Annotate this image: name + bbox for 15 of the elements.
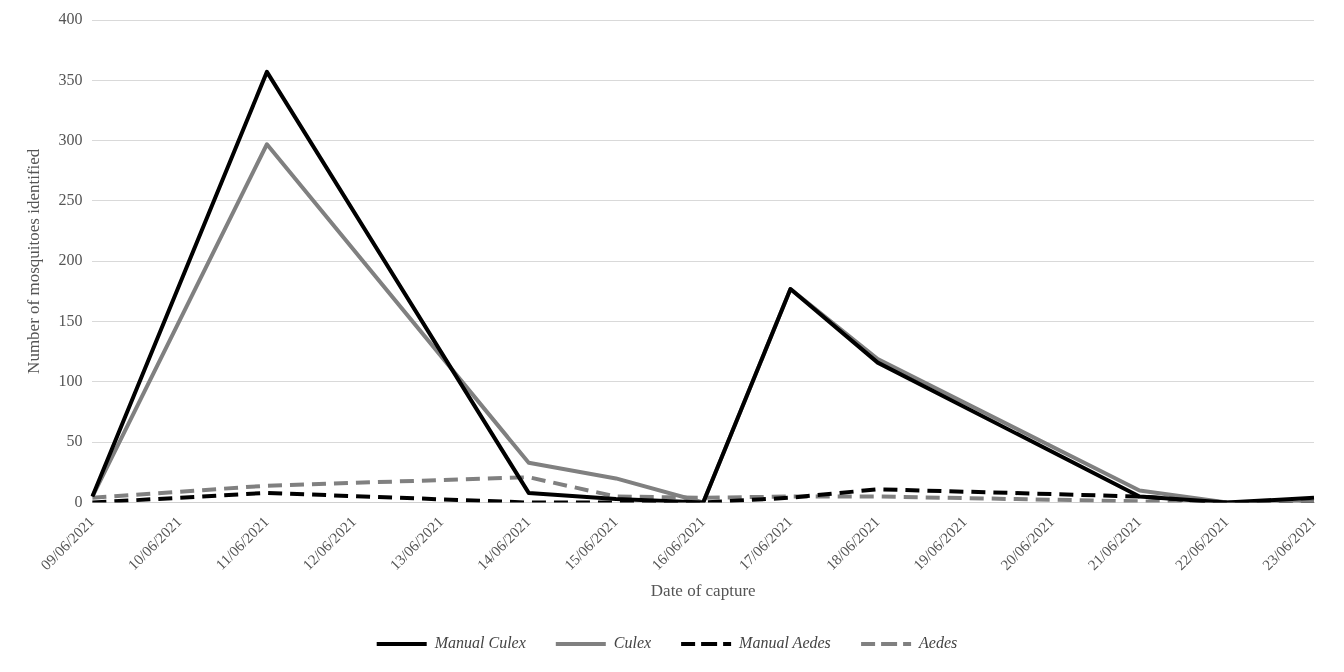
legend-label: Manual Aedes <box>738 634 831 652</box>
y-tick-label: 400 <box>58 10 83 28</box>
y-axis-title: Number of mosquitoes identified <box>23 148 43 374</box>
y-tick-label: 250 <box>58 191 83 209</box>
legend-label: Culex <box>613 634 652 652</box>
legend-label: Manual Culex <box>433 634 526 652</box>
y-tick-label: 350 <box>58 70 83 88</box>
x-axis-title: Date of capture <box>650 581 756 601</box>
y-tick-label: 300 <box>58 130 83 148</box>
y-tick-label: 150 <box>58 311 83 329</box>
y-tick-label: 0 <box>74 492 83 510</box>
y-tick-label: 50 <box>66 432 83 450</box>
y-tick-label: 200 <box>58 251 83 269</box>
y-tick-label: 100 <box>58 372 83 390</box>
legend-label: Aedes <box>918 634 958 652</box>
